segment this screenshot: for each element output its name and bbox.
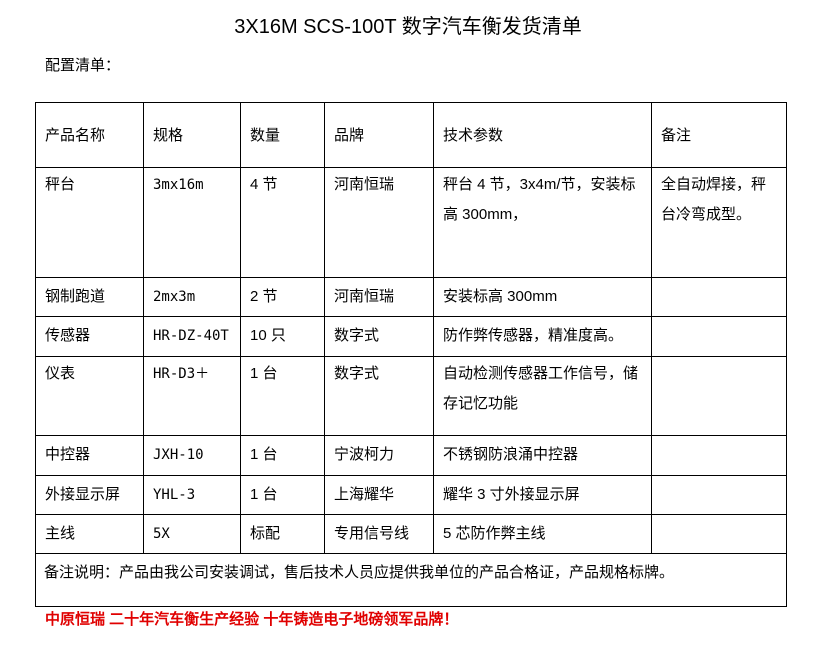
table-cell: 仪表 [35, 356, 144, 436]
footer-slogan: 中原恒瑞 二十年汽车衡生产经验 十年铸造电子地磅领军品牌！ [45, 611, 459, 628]
header-cell: 规格 [143, 102, 241, 168]
header-cell: 技术参数 [433, 102, 652, 168]
table-cell: 秤台 [35, 167, 144, 278]
table-row: 外接显示屏 YHL-3 1 台上海耀华 耀华 3 寸外接显示屏 [35, 475, 787, 515]
table-cell: 上海耀华 [324, 475, 434, 515]
shipping-list-table: 产品名称 规格 数量 品牌 技术参数 备注 秤台 3mx16m 4 节河南恒瑞 秤台 … [35, 102, 787, 607]
table-cell: 安装标高 300mm [433, 277, 652, 317]
table-cell [651, 316, 787, 357]
table-cell: 外接显示屏 [35, 475, 144, 515]
table-cell: 主线 [35, 514, 144, 554]
table-row: 主线 5X 标配 专用信号线 5 芯防作弊主线 [35, 514, 787, 554]
table-cell: HR-DZ-40T [143, 316, 241, 357]
table-row: 钢制跑道 2mx3m 2 节河南恒瑞 安装标高 300mm [35, 277, 787, 317]
table-cell: JXH-10 [143, 435, 241, 476]
table-cell: 标配 [240, 514, 325, 554]
table-cell: 全自动焊接，秤台冷弯成型。 [651, 167, 787, 278]
table-cell: 2 节 [240, 277, 325, 317]
table-header-row: 产品名称 规格 数量 品牌 技术参数 备注 [35, 102, 787, 168]
table-cell [651, 514, 787, 554]
table-cell: 耀华 3 寸外接显示屏 [433, 475, 652, 515]
table-cell: HR-D3＋ [143, 356, 241, 436]
table-row: 秤台 3mx16m 4 节河南恒瑞 秤台 4 节，3x4m/节，安装标高 300mm，… [35, 167, 787, 278]
table-cell: 1 台 [240, 356, 325, 436]
table-cell: 中控器 [35, 435, 144, 476]
table-cell: 数字式 [324, 316, 434, 357]
table-cell: 1 台 [240, 475, 325, 515]
header-cell: 备注 [651, 102, 787, 168]
table-cell: 4 节 [240, 167, 325, 278]
section-label: 配置清单： [45, 57, 121, 74]
table-cell: 专用信号线 [324, 514, 434, 554]
table-cell: 自动检测传感器工作信号，储存记忆功能 [433, 356, 652, 436]
header-cell: 品牌 [324, 102, 434, 168]
table-row: 仪表 HR-D3＋ 1 台数字式 自动检测传感器工作信号，储存记忆功能 [35, 356, 787, 436]
table-cell: 河南恒瑞 [324, 277, 434, 317]
table-cell: 10 只 [240, 316, 325, 357]
header-cell: 数量 [240, 102, 325, 168]
table-cell: 5X [143, 514, 241, 554]
table-row: 中控器 JXH-10 1 台宁波柯力 不锈钢防浪涌中控器 [35, 435, 787, 476]
table-cell: 5 芯防作弊主线 [433, 514, 652, 554]
table-cell: 1 台 [240, 435, 325, 476]
table-cell: 秤台 4 节，3x4m/节，安装标高 300mm， [433, 167, 652, 278]
table-cell [651, 356, 787, 436]
table-row: 传感器 HR-DZ-40T 10 只数字式 防作弊传感器，精准度高。 [35, 316, 787, 357]
remark-note: 备注说明：产品由我公司安装调试，售后技术人员应提供我单位的产品合格证，产品规格标… [35, 553, 787, 607]
table-cell: 数字式 [324, 356, 434, 436]
table-cell: 钢制跑道 [35, 277, 144, 317]
table-cell [651, 475, 787, 515]
table-cell: 防作弊传感器，精准度高。 [433, 316, 652, 357]
table-cell: YHL-3 [143, 475, 241, 515]
table-cell: 不锈钢防浪涌中控器 [433, 435, 652, 476]
table-cell: 宁波柯力 [324, 435, 434, 476]
document-title: 3X16M SCS-100T 数字汽车衡发货清单 [234, 16, 582, 38]
table-cell: 河南恒瑞 [324, 167, 434, 278]
table-cell: 传感器 [35, 316, 144, 357]
header-cell: 产品名称 [35, 102, 144, 168]
table-cell: 2mx3m [143, 277, 241, 317]
table-cell [651, 435, 787, 476]
table-cell [651, 277, 787, 317]
table-cell: 3mx16m [143, 167, 241, 278]
